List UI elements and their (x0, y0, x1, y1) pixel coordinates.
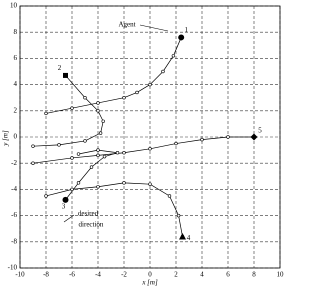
series-label: 5 (258, 127, 262, 135)
x-tick-label: 4 (200, 271, 204, 279)
annotation: direction (79, 221, 104, 229)
x-tick-label: 6 (226, 271, 230, 279)
trajectory-point (83, 139, 87, 143)
y-axis-label: y [m] (2, 130, 10, 147)
trajectory-point (76, 181, 81, 185)
trajectory-point (31, 161, 35, 165)
y-tick-label: -2 (11, 159, 17, 167)
trajectory-point (70, 156, 74, 160)
end-marker (250, 133, 258, 141)
trajectory (45, 182, 183, 237)
trajectory-point (96, 153, 100, 158)
end-marker (178, 34, 185, 41)
trajectory-point (102, 154, 107, 159)
trajectory-point (167, 194, 172, 198)
trajectory-point (89, 165, 94, 169)
series-label: 1 (184, 26, 188, 34)
trajectory (32, 75, 104, 147)
x-tick-label: 2 (174, 271, 178, 279)
trajectory-point (44, 194, 48, 198)
end-marker (179, 233, 186, 240)
series-label: 3 (62, 202, 66, 210)
trajectory-point (96, 101, 100, 105)
annotation: desired (78, 210, 99, 218)
trajectory-point (135, 90, 139, 95)
x-tick-label: -8 (43, 271, 49, 279)
end-marker (63, 72, 68, 78)
y-tick-label: 10 (10, 2, 18, 10)
trajectory-point (96, 185, 100, 189)
chart: x [m] y [m] -10 -8 -6 -4 -2 0 2 4 6 8 10-10-8-6-4-… (2, 2, 285, 287)
trajectory-point (200, 137, 204, 142)
y-tick-label: -6 (11, 211, 17, 219)
x-axis-label: x [m] (141, 279, 158, 287)
trajectory-point (161, 69, 165, 74)
trajectory-point (70, 187, 74, 192)
annotation-arrow (63, 214, 75, 223)
x-tick-label: 0 (148, 271, 152, 279)
y-tick-label: 8 (14, 28, 18, 36)
trajectory-point (122, 181, 126, 185)
trajectory-point (70, 106, 74, 110)
y-tick-label: -10 (8, 264, 18, 272)
trajectory-point (226, 135, 230, 139)
trajectory-point (122, 95, 126, 100)
trajectory-point (96, 109, 100, 113)
y-tick-label: 4 (14, 80, 18, 88)
x-tick-label: 10 (277, 271, 285, 279)
trajectory-point (148, 82, 152, 87)
trajectory-point (148, 147, 152, 151)
y-tick-label: 6 (14, 54, 18, 62)
trajectory-point (44, 111, 48, 116)
y-tick-label: 0 (14, 133, 18, 141)
annotation-arrow (139, 24, 169, 32)
series-label: 2 (58, 64, 62, 72)
y-tick-label: -4 (11, 185, 17, 193)
x-tick-label: -2 (121, 271, 127, 279)
y-tick-label: 2 (14, 106, 18, 114)
trajectory-point (96, 148, 100, 152)
series-label: 4 (187, 234, 191, 242)
annotation: Agent (118, 21, 135, 29)
trajectory-point (122, 151, 126, 155)
trajectory-point (176, 213, 181, 218)
trajectory-point (115, 151, 120, 155)
x-tick-label: -6 (69, 271, 75, 279)
trajectory-point (171, 54, 176, 58)
end-marker (62, 196, 69, 203)
x-tick-label: -10 (15, 271, 25, 279)
x-tick-label: -4 (95, 271, 101, 279)
plot-frame (19, 5, 281, 269)
trajectory-point (31, 144, 35, 148)
trajectory-point (174, 141, 178, 146)
y-tick-label: -8 (11, 237, 17, 245)
trajectory-point (57, 143, 61, 147)
x-tick-label: 8 (252, 271, 256, 279)
trajectory-point (98, 131, 103, 135)
trajectory-point (148, 182, 152, 186)
trajectory (32, 136, 254, 164)
trajectory-point (76, 152, 81, 156)
trajectory-point (83, 95, 87, 100)
trajectory-point (101, 119, 105, 123)
